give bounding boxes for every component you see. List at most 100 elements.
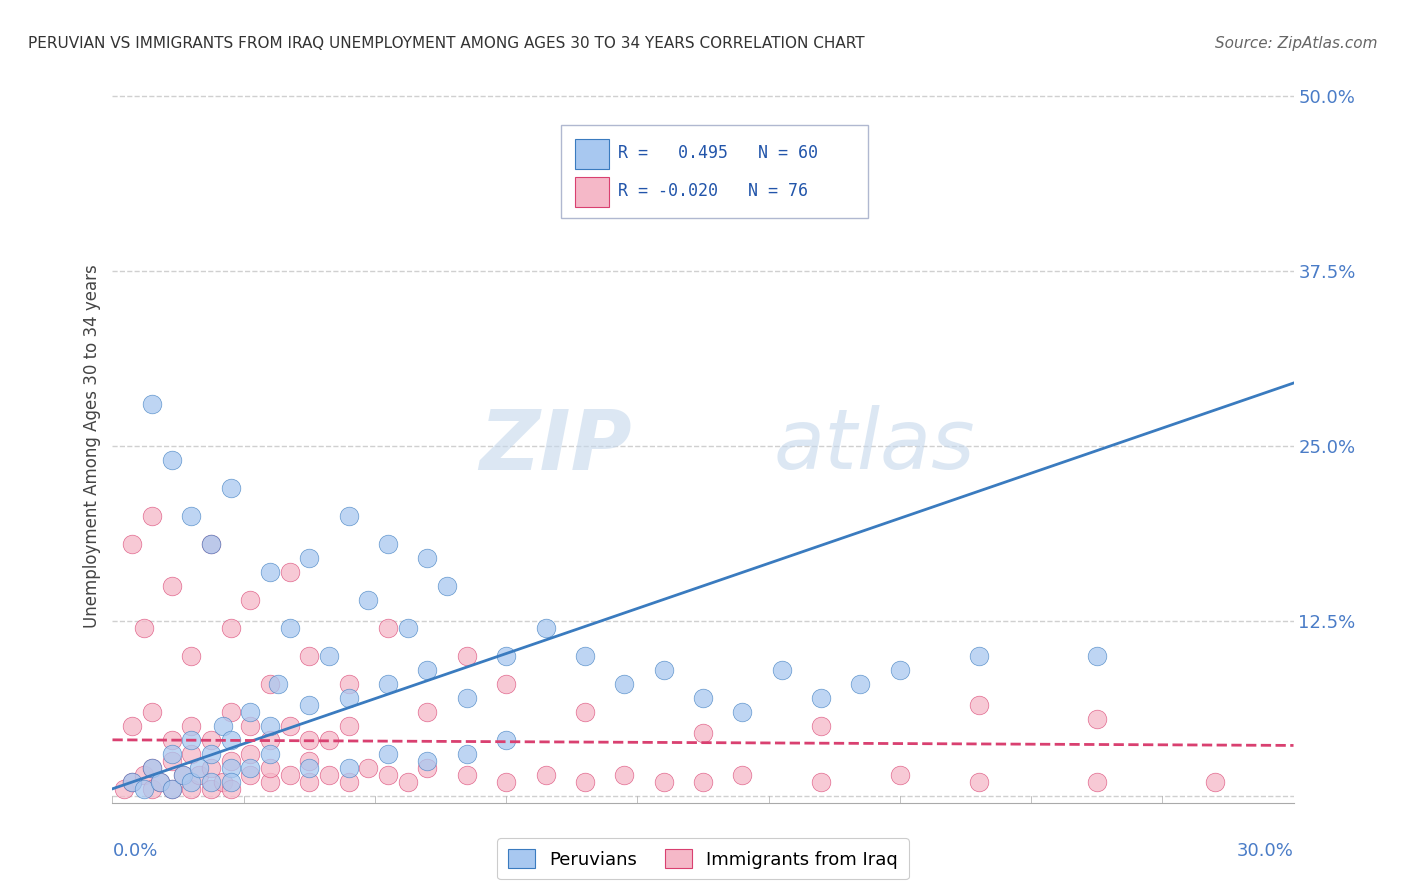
Point — [416, 705, 439, 719]
Point — [337, 677, 360, 691]
Point — [141, 781, 163, 796]
Point — [219, 481, 242, 495]
Point — [692, 774, 714, 789]
Point — [416, 550, 439, 565]
Point — [534, 768, 557, 782]
Legend: Peruvians, Immigrants from Iraq: Peruvians, Immigrants from Iraq — [498, 838, 908, 880]
Point — [200, 774, 222, 789]
Point — [211, 774, 233, 789]
Point — [160, 579, 183, 593]
Point — [219, 754, 242, 768]
Point — [259, 774, 281, 789]
Point — [889, 663, 911, 677]
Point — [337, 774, 360, 789]
Point — [141, 508, 163, 523]
Point — [396, 774, 419, 789]
Point — [180, 508, 202, 523]
Point — [278, 621, 301, 635]
Point — [456, 690, 478, 705]
Point — [160, 781, 183, 796]
Point — [495, 677, 517, 691]
Point — [211, 719, 233, 733]
Point — [239, 593, 262, 607]
Point — [1204, 774, 1226, 789]
Point — [200, 781, 222, 796]
Point — [416, 663, 439, 677]
FancyBboxPatch shape — [561, 125, 869, 218]
Point — [219, 761, 242, 775]
Point — [141, 761, 163, 775]
Point — [112, 781, 135, 796]
Point — [652, 774, 675, 789]
Point — [200, 537, 222, 551]
Point — [377, 621, 399, 635]
Point — [278, 768, 301, 782]
Point — [278, 719, 301, 733]
Point — [200, 747, 222, 761]
Point — [377, 747, 399, 761]
Point — [436, 579, 458, 593]
Point — [456, 648, 478, 663]
Point — [770, 663, 793, 677]
Point — [889, 768, 911, 782]
Point — [377, 537, 399, 551]
Point — [141, 761, 163, 775]
Point — [337, 761, 360, 775]
Point — [267, 677, 290, 691]
Point — [160, 747, 183, 761]
Point — [239, 719, 262, 733]
Point — [239, 705, 262, 719]
Point — [180, 719, 202, 733]
Point — [967, 648, 990, 663]
Point — [416, 761, 439, 775]
Point — [180, 747, 202, 761]
Point — [132, 621, 155, 635]
Point — [1085, 648, 1108, 663]
Point — [172, 768, 194, 782]
Point — [259, 732, 281, 747]
Text: atlas: atlas — [773, 406, 976, 486]
Point — [200, 732, 222, 747]
Y-axis label: Unemployment Among Ages 30 to 34 years: Unemployment Among Ages 30 to 34 years — [83, 264, 101, 628]
Point — [121, 537, 143, 551]
Point — [377, 768, 399, 782]
Point — [141, 705, 163, 719]
Point — [219, 621, 242, 635]
Point — [298, 648, 321, 663]
Point — [259, 565, 281, 579]
Point — [298, 732, 321, 747]
Point — [810, 690, 832, 705]
Point — [188, 768, 211, 782]
Point — [239, 761, 262, 775]
Point — [574, 774, 596, 789]
Point — [495, 732, 517, 747]
Bar — [575, 139, 609, 169]
Point — [318, 732, 340, 747]
Point — [456, 747, 478, 761]
Point — [259, 761, 281, 775]
Point — [149, 774, 172, 789]
Point — [141, 397, 163, 411]
Point — [219, 705, 242, 719]
Point — [1085, 712, 1108, 726]
Point — [180, 774, 202, 789]
Point — [259, 747, 281, 761]
Point — [967, 698, 990, 712]
Point — [132, 768, 155, 782]
Point — [810, 774, 832, 789]
Point — [259, 719, 281, 733]
Point — [298, 698, 321, 712]
Point — [180, 648, 202, 663]
Point — [278, 565, 301, 579]
Point — [149, 774, 172, 789]
Text: Source: ZipAtlas.com: Source: ZipAtlas.com — [1215, 36, 1378, 51]
Point — [396, 621, 419, 635]
Point — [692, 690, 714, 705]
Point — [160, 754, 183, 768]
Point — [810, 719, 832, 733]
Bar — [575, 177, 609, 207]
Point — [200, 761, 222, 775]
Text: ZIP: ZIP — [479, 406, 633, 486]
Point — [200, 537, 222, 551]
Point — [121, 719, 143, 733]
